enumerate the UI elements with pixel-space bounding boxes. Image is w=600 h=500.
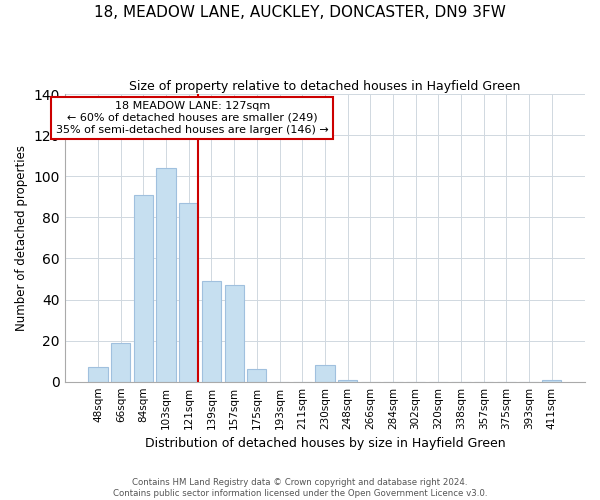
Bar — [224, 285, 244, 382]
Bar — [315, 366, 335, 382]
Bar — [179, 203, 199, 382]
Bar — [338, 380, 357, 382]
Bar — [88, 368, 108, 382]
Y-axis label: Number of detached properties: Number of detached properties — [15, 145, 28, 331]
Bar — [247, 370, 266, 382]
Bar — [134, 195, 153, 382]
Text: 18, MEADOW LANE, AUCKLEY, DONCASTER, DN9 3FW: 18, MEADOW LANE, AUCKLEY, DONCASTER, DN9… — [94, 5, 506, 20]
Bar — [542, 380, 562, 382]
Bar — [202, 281, 221, 382]
Text: 18 MEADOW LANE: 127sqm
← 60% of detached houses are smaller (249)
35% of semi-de: 18 MEADOW LANE: 127sqm ← 60% of detached… — [56, 102, 329, 134]
Title: Size of property relative to detached houses in Hayfield Green: Size of property relative to detached ho… — [129, 80, 521, 93]
X-axis label: Distribution of detached houses by size in Hayfield Green: Distribution of detached houses by size … — [145, 437, 505, 450]
Bar — [111, 342, 130, 382]
Bar — [157, 168, 176, 382]
Text: Contains HM Land Registry data © Crown copyright and database right 2024.
Contai: Contains HM Land Registry data © Crown c… — [113, 478, 487, 498]
